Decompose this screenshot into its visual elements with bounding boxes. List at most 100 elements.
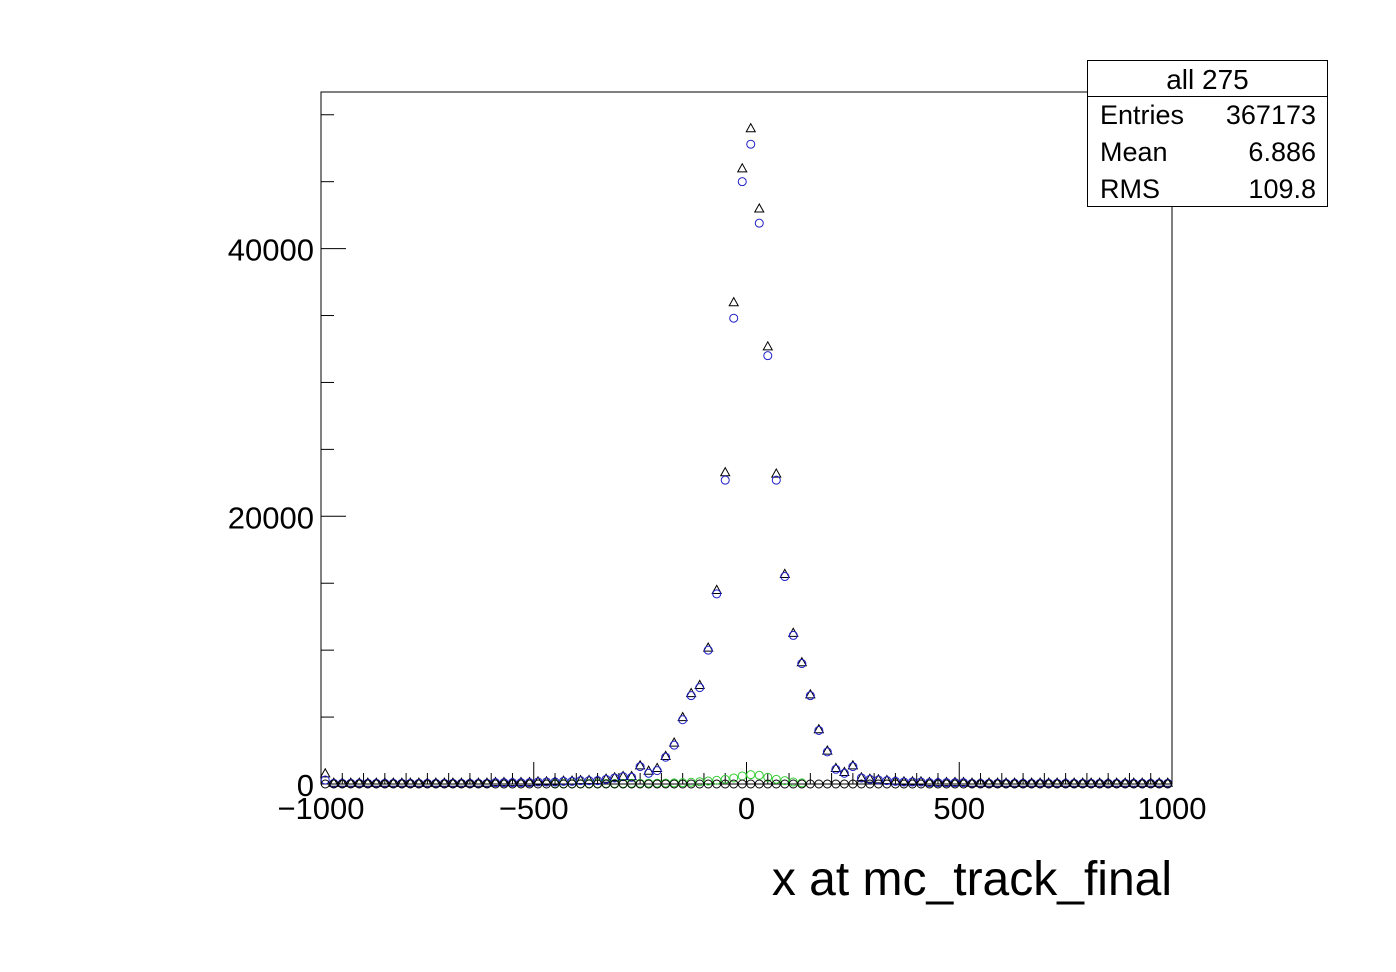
triangle-marker xyxy=(796,656,808,667)
triangle-marker xyxy=(856,771,867,782)
circle-marker xyxy=(865,774,875,784)
circle-marker xyxy=(873,779,883,789)
circle-marker xyxy=(763,779,773,789)
triangle-marker xyxy=(736,162,748,173)
triangle-marker xyxy=(1051,777,1063,787)
triangle-marker xyxy=(839,766,850,777)
circle-marker xyxy=(805,779,815,789)
triangle-marker xyxy=(966,777,978,787)
circle-marker xyxy=(635,779,645,789)
circle-marker xyxy=(822,779,832,789)
circle-marker xyxy=(763,772,773,782)
circle-marker xyxy=(473,779,483,789)
triangle-marker xyxy=(881,774,893,785)
circle-marker xyxy=(993,779,1003,789)
circle-marker xyxy=(652,779,662,789)
circle-marker xyxy=(984,779,994,789)
stats-entries-value: 367173 xyxy=(1225,100,1316,130)
circle-marker xyxy=(678,715,688,725)
triangle-marker xyxy=(396,777,408,787)
triangle-marker xyxy=(958,776,969,787)
triangle-marker xyxy=(992,777,1003,787)
triangle-marker xyxy=(983,777,995,787)
triangle-marker xyxy=(447,777,459,787)
y-tick-label: 40000 xyxy=(228,233,314,268)
circle-marker xyxy=(771,774,781,784)
triangle-marker xyxy=(362,777,374,787)
circle-marker xyxy=(754,770,764,780)
circle-marker xyxy=(320,779,330,789)
triangle-marker xyxy=(941,776,952,787)
circle-marker xyxy=(916,779,926,789)
triangle-marker xyxy=(345,777,357,787)
circle-marker xyxy=(1112,779,1122,789)
circle-marker xyxy=(363,779,373,789)
circle-marker xyxy=(831,764,841,774)
circle-marker xyxy=(1146,779,1156,789)
triangle-marker xyxy=(507,776,518,787)
triangle-marker xyxy=(804,688,816,699)
x-tick-label: −1000 xyxy=(277,791,364,826)
circle-marker xyxy=(1069,779,1079,789)
triangle-marker xyxy=(813,723,825,734)
circle-marker xyxy=(805,691,815,701)
circle-marker xyxy=(516,779,526,789)
circle-marker xyxy=(856,773,866,783)
circle-marker xyxy=(669,779,679,789)
triangle-marker xyxy=(1009,777,1020,787)
circle-marker xyxy=(933,779,943,789)
triangle-marker xyxy=(770,467,782,478)
circle-marker xyxy=(695,777,705,787)
circle-marker xyxy=(618,772,628,782)
triangle-marker xyxy=(456,777,467,787)
circle-marker xyxy=(584,776,594,786)
circle-marker xyxy=(533,779,543,789)
triangle-marker xyxy=(387,777,399,787)
circle-marker xyxy=(797,659,807,669)
circle-marker xyxy=(882,776,892,786)
circle-marker xyxy=(320,775,330,785)
circle-marker xyxy=(524,779,534,789)
circle-marker xyxy=(924,779,934,789)
circle-marker xyxy=(873,775,883,785)
x-tick-label: −500 xyxy=(499,791,569,826)
x-tick-label: 1000 xyxy=(1138,791,1207,826)
y-tick-label: 0 xyxy=(297,768,314,803)
circle-marker xyxy=(669,740,679,750)
circle-marker xyxy=(354,779,364,789)
triangle-marker xyxy=(353,777,365,787)
circle-marker xyxy=(329,779,339,789)
circle-marker xyxy=(771,475,781,485)
stats-mean-label: Mean xyxy=(1100,137,1168,167)
circle-marker xyxy=(618,779,628,789)
circle-marker xyxy=(865,779,875,789)
circle-marker xyxy=(729,779,739,789)
triangle-marker xyxy=(439,777,450,787)
triangle-marker xyxy=(932,776,944,787)
circle-marker xyxy=(490,779,500,789)
circle-marker xyxy=(567,776,577,786)
circle-marker xyxy=(822,747,832,757)
triangle-marker xyxy=(1017,777,1029,787)
circle-marker xyxy=(1001,779,1011,789)
circle-marker xyxy=(959,779,969,789)
triangle-marker xyxy=(711,584,723,595)
circle-marker xyxy=(950,779,960,789)
triangle-marker xyxy=(1034,777,1046,787)
triangle-marker xyxy=(379,777,391,787)
circle-marker xyxy=(967,779,977,789)
triangle-marker xyxy=(1068,777,1080,787)
triangle-marker xyxy=(873,773,884,784)
circle-marker xyxy=(1078,779,1088,789)
triangle-marker xyxy=(524,776,535,787)
stats-row-entries: Entries 367173 xyxy=(1088,97,1327,134)
circle-marker xyxy=(576,779,586,789)
triangle-marker xyxy=(830,762,842,773)
circle-marker xyxy=(405,779,415,789)
triangle-marker xyxy=(949,776,961,787)
circle-marker xyxy=(627,772,637,782)
triangle-marker xyxy=(728,296,740,307)
circle-marker xyxy=(371,779,381,789)
triangle-marker xyxy=(481,777,493,787)
circle-marker xyxy=(439,779,449,789)
